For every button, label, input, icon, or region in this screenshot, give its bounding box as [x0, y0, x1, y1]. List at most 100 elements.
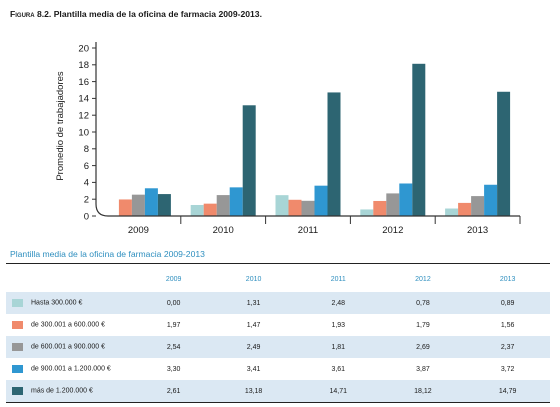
table-cell: 2,54 [136, 336, 212, 358]
table-top-rule [6, 263, 550, 264]
table-header-2012: 2012 [415, 276, 431, 283]
y-tick-label: 14 [78, 94, 89, 105]
bar-2012-series-3 [386, 193, 400, 216]
bar-2010-series-3 [216, 195, 230, 216]
bar-2010-series-2 [203, 203, 217, 216]
table-header-2009: 2009 [165, 276, 182, 283]
table-row-label-text: más de 1.200.000 € [31, 387, 93, 395]
table-cell: 0,00 [136, 292, 212, 314]
table-header-empty [6, 267, 136, 292]
bar-2012-series-2 [373, 200, 387, 216]
y-tick-label: 0 [84, 211, 89, 222]
y-tick-label: 2 [84, 195, 89, 206]
table-cell: 3,87 [416, 365, 430, 373]
table-cell: 13,18 [211, 380, 296, 402]
table-header-row: 2009 2010 2011 2012 2013 [6, 267, 550, 292]
table-cell: 3,61 [331, 365, 346, 373]
x-tick-label-2013: 2013 [467, 225, 488, 236]
figure-label: Figura 8.2. [10, 9, 52, 19]
table-cell: 2,49 [211, 336, 296, 358]
legend-swatch [12, 321, 23, 329]
table-row-label-text: de 900.001 a 1.200.000 € [31, 365, 111, 373]
table-row: de 900.001 a 1.200.000 € 3,30 3,41 3,61 … [6, 358, 550, 380]
table-row-label-text: Hasta 300.000 € [31, 299, 83, 307]
table-header-2010: 2010 [245, 276, 262, 283]
bar-chart: 0 2 4 6 8 10 12 14 16 18 20 2009 2010 2011 2012 2013 P… [55, 42, 521, 236]
table-row-label: Hasta 300.000 € [6, 292, 136, 314]
x-tick-label-2009: 2009 [128, 225, 149, 236]
bar-2010-series-5 [242, 105, 256, 216]
bar-2011-series-1 [275, 195, 289, 216]
table-cell: 2,61 [136, 380, 212, 402]
y-tick-label: 20 [78, 43, 89, 54]
y-axis-line [95, 42, 109, 217]
y-axis-label: Promedio de trabajadores [55, 71, 66, 181]
table-row: Hasta 300.000 € 0,00 1,31 2,48 0,78 0,89 [6, 292, 550, 314]
table-cell: 1,97 [166, 321, 181, 329]
y-tick-label: 8 [84, 144, 89, 155]
table-row-label-text: de 300.001 a 600.000 € [31, 321, 105, 329]
table-row-label: de 300.001 a 600.000 € [6, 314, 136, 336]
bar-2013-series-2 [458, 202, 472, 216]
x-tick-label-2012: 2012 [382, 225, 403, 236]
bar-2012-series-4 [399, 183, 413, 216]
bar-2013-series-1 [445, 208, 459, 216]
table-cell: 3,30 [166, 365, 181, 373]
table-row-label: de 600.001 a 900.000 € [6, 336, 136, 358]
y-tick-label: 18 [78, 60, 89, 71]
x-tick-label-2011: 2011 [298, 225, 318, 236]
x-axis: 2009 2010 2011 2012 2013 [108, 215, 521, 236]
table-cell: 1,81 [295, 336, 381, 358]
y-tick-label: 16 [78, 77, 89, 88]
table-cell: 2,69 [380, 336, 466, 358]
legend-swatch [12, 387, 23, 395]
table-cell: 0,78 [380, 292, 466, 314]
table-cell: 1,93 [331, 321, 346, 329]
figure-title: Figura 8.2. Plantilla media de la oficin… [10, 9, 262, 19]
table-row-label: más de 1.200.000 € [6, 380, 136, 402]
table-header-2013: 2013 [499, 276, 516, 283]
bar-2009-series-2 [118, 199, 132, 216]
bar-2011-series-3 [301, 200, 315, 216]
bar-2011-series-5 [327, 92, 341, 216]
bar-2009-series-4 [144, 188, 158, 216]
table-cell: 14,79 [465, 380, 550, 402]
table-cell: 2,37 [465, 336, 550, 358]
bar-2013-series-3 [471, 196, 485, 216]
table-cell: 0,89 [465, 292, 550, 314]
chart-bars [118, 63, 511, 217]
bar-2010-series-1 [190, 204, 204, 216]
table-cell: 2,48 [295, 292, 381, 314]
legend-swatch [12, 365, 23, 373]
table-row: más de 1.200.000 € 2,61 13,18 14,71 18,1… [6, 380, 550, 402]
table-bottom-rule [6, 402, 550, 403]
table-cell: 1,47 [246, 321, 261, 329]
table-cell: 1,79 [416, 321, 430, 329]
y-tick-label: 10 [78, 127, 89, 138]
table-cell: 3,72 [500, 365, 515, 373]
legend-swatch [12, 299, 23, 307]
data-table: 2009 2010 2011 2012 2013 Hasta 300.000 €… [6, 267, 550, 402]
bar-2012-series-5 [412, 63, 426, 217]
bar-2011-series-4 [314, 185, 328, 216]
bar-2013-series-4 [484, 184, 498, 216]
y-tick-label: 6 [84, 161, 89, 172]
figure-title-text: Plantilla media de la oficina de farmaci… [53, 9, 262, 19]
table-header-2011: 2011 [330, 276, 346, 283]
bar-2011-series-2 [288, 199, 302, 216]
table-cell: 1,31 [211, 292, 296, 314]
table-cell: 1,56 [500, 321, 515, 329]
y-tick-label: 4 [84, 178, 89, 189]
legend-swatch [12, 343, 23, 351]
table-title: Plantilla media de la oficina de farmaci… [10, 249, 205, 259]
bar-2012-series-1 [360, 209, 374, 216]
x-tick-label-2010: 2010 [213, 225, 234, 236]
bar-2009-series-3 [131, 194, 145, 216]
table-row: de 300.001 a 600.000 € 1,97 1,47 1,93 1,… [6, 314, 550, 336]
table-row-label: de 900.001 a 1.200.000 € [6, 358, 136, 380]
y-tick-label: 12 [78, 111, 89, 122]
table-row: de 600.001 a 900.000 € 2,54 2,49 1,81 2,… [6, 336, 550, 358]
table-row-label-text: de 600.001 a 900.000 € [31, 343, 105, 351]
bar-2009-series-5 [157, 194, 171, 216]
table-cell: 3,41 [246, 365, 261, 373]
